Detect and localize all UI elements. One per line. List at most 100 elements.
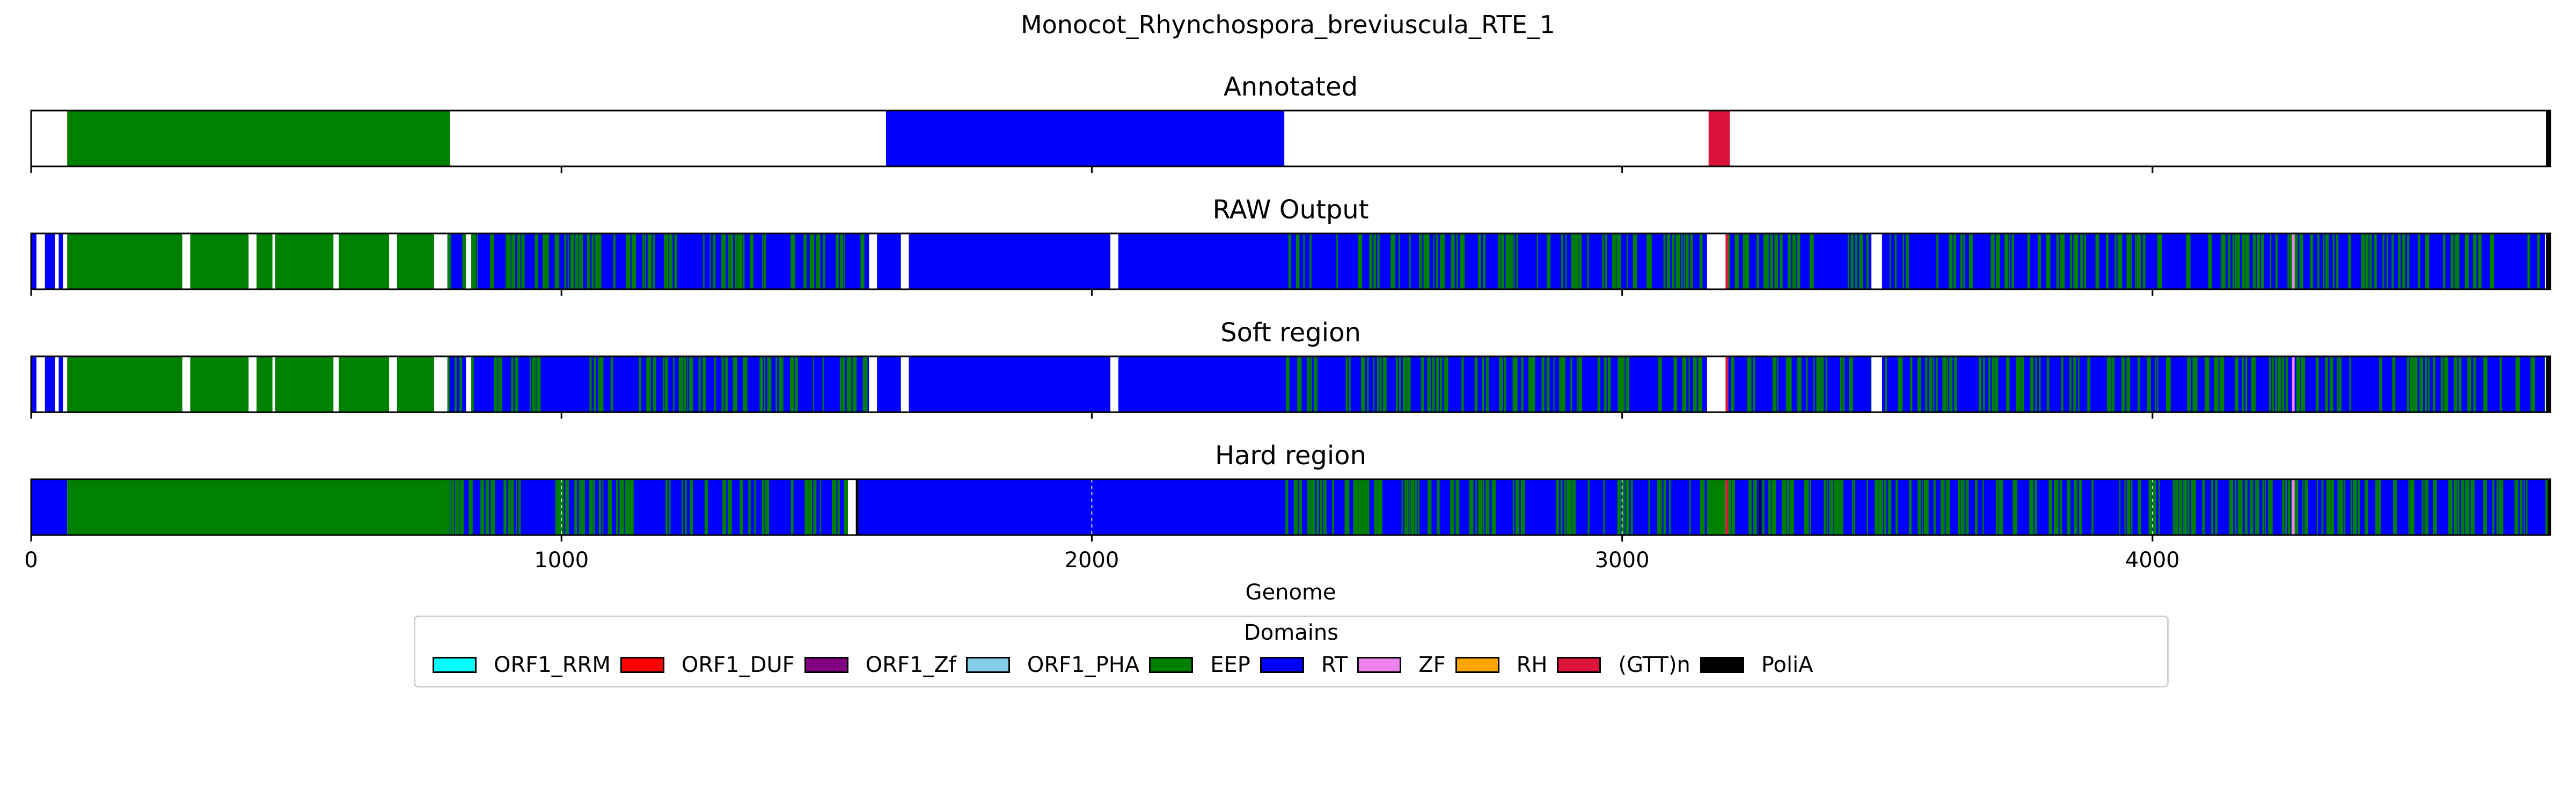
segment-eep-stripe (1894, 233, 1897, 289)
segment-eep-stripe (1373, 233, 1376, 289)
segment-eep-stripe (1498, 233, 1501, 289)
segment-eep-stripe (759, 356, 763, 412)
segment-eep-stripe (598, 233, 602, 289)
segment-eep-stripe (702, 356, 706, 412)
segment-eep-stripe (575, 233, 579, 289)
segment-eep-stripe (574, 479, 577, 535)
segment-rt (58, 233, 63, 289)
segment-eep-stripe (1757, 233, 1759, 289)
segment-eep-stripe (1988, 356, 1990, 412)
segment-eep-stripe (1427, 356, 1431, 412)
segment-eep-stripe (2214, 356, 2219, 412)
segment-eep-stripe (1408, 479, 1410, 535)
segment-eep-stripe (1440, 233, 1445, 289)
segment-eep-stripe (521, 233, 525, 289)
segment-eep-stripe (1735, 233, 1739, 289)
segment-eep-stripe (2450, 233, 2454, 289)
segment-eep-stripe (491, 479, 495, 535)
legend-label: ZF (1418, 653, 1446, 677)
legend-label: RT (1321, 653, 1348, 677)
segment-eep-stripe (682, 479, 684, 535)
segment-rt (45, 233, 55, 289)
segment-eep-stripe (2421, 479, 2424, 535)
segment-eep-stripe (653, 356, 656, 412)
segment-eep-stripe (2296, 356, 2301, 412)
segment-eep-stripe (2321, 479, 2324, 535)
segment-eep-stripe (1444, 356, 1448, 412)
segment-eep-stripe (653, 233, 655, 289)
segment-eep-stripe (1834, 479, 1839, 535)
segment-eep-stripe (1929, 356, 1932, 412)
segment-eep-stripe (2526, 479, 2528, 535)
segment-eep-stripe (2331, 479, 2334, 535)
segment-eep-stripe (664, 356, 668, 412)
legend-item: EEP (1139, 653, 1250, 677)
segment-eep-stripe (2467, 356, 2471, 412)
legend-item: ORF1_DUF (611, 653, 795, 677)
segment-eep-stripe (2202, 479, 2205, 535)
x-axis-label: Genome (1245, 580, 1336, 605)
segment-eep-stripe (2069, 356, 2072, 412)
segment-eep-stripe (2286, 356, 2288, 412)
segment-eep-stripe (2337, 479, 2339, 535)
segment-eep-stripe (1763, 233, 1766, 289)
segment-eep-stripe (2530, 356, 2535, 412)
segment-eep-stripe (762, 233, 764, 289)
segment-eep-stripe (737, 233, 743, 289)
segment-eep-stripe (1698, 356, 1702, 412)
segment-eep-stripe (1906, 233, 1909, 289)
segment-eep-stripe (803, 233, 807, 289)
legend-title: Domains (1243, 620, 1339, 645)
track-frame-soft-region (30, 355, 2551, 413)
segment-eep-stripe (2293, 479, 2299, 535)
segment-eep-stripe (2187, 479, 2190, 535)
segment-eep-stripe (1700, 479, 1705, 535)
segment-eep-stripe (1648, 479, 1650, 535)
segment-eep-stripe (808, 479, 812, 535)
segment-eep-stripe (740, 479, 743, 535)
legend-swatch (1700, 657, 1744, 673)
segment-eep-stripe (1399, 233, 1400, 289)
segment-mixed-rt-eep (1882, 233, 2545, 289)
segment-eep-stripe (2158, 479, 2160, 535)
segment-eep (67, 111, 450, 166)
segment-eep-stripe (1602, 233, 1604, 289)
segment-rt (909, 233, 1111, 289)
segment-rt (909, 356, 1111, 412)
segment-eep-stripe (2418, 233, 2420, 289)
segment-eep-stripe (1414, 479, 1417, 535)
segment-eep-stripe (613, 233, 616, 289)
segment-eep-stripe (616, 479, 618, 535)
segment-eep-stripe (1620, 356, 1625, 412)
segment-eep-stripe (587, 233, 590, 289)
segment-rt (45, 356, 55, 412)
segment-eep-stripe (2515, 356, 2520, 412)
segment-eep-stripe (1728, 479, 1732, 535)
segment-eep-stripe (1440, 356, 1443, 412)
segment-eep-stripe (506, 233, 507, 289)
segment-eep-stripe (2126, 479, 2130, 535)
segment-eep-stripe (1829, 479, 1834, 535)
segment-eep-stripe (1587, 479, 1590, 535)
segment-eep-stripe (460, 479, 464, 535)
segment-eep-stripe (1528, 356, 1532, 412)
segment-eep-stripe (1626, 356, 1629, 412)
segment-polia (855, 479, 859, 535)
segment-eep-stripe (2424, 479, 2429, 535)
segment-eep-stripe (1407, 356, 1411, 412)
segment-eep-stripe (2078, 356, 2080, 412)
segment-eep-stripe (532, 356, 536, 412)
segment-eep-stripe (1686, 233, 1689, 289)
segment-eep-stripe (1958, 479, 1961, 535)
segment-eep-stripe (1731, 479, 1735, 535)
segment-eep-stripe (1633, 233, 1637, 289)
segment-eep-stripe (498, 356, 502, 412)
segment-eep-stripe (2232, 233, 2235, 289)
segment-eep (339, 356, 390, 412)
segment-eep-stripe (860, 233, 865, 289)
segment-eep-stripe (748, 479, 751, 535)
segment-eep-stripe (1293, 479, 1298, 535)
segment-eep-stripe (2379, 479, 2381, 535)
segment-eep-stripe (2294, 233, 2298, 289)
segment-eep-stripe (1781, 479, 1787, 535)
